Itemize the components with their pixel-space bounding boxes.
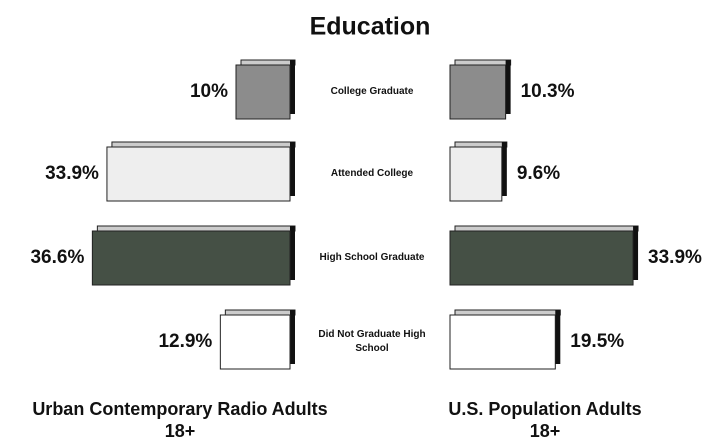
bar [106,146,291,202]
bar-side [290,226,295,280]
bar [449,64,507,120]
bar-top [224,309,296,316]
bar-side [290,60,295,114]
series-label: U.S. Population Adults 18+ [448,399,642,441]
bar-side [555,310,561,364]
category-label: Attended College [330,168,414,179]
bar-side [633,226,639,280]
value-label: 10% [190,81,228,102]
value-label: 9.6% [517,163,560,184]
bar-top [454,141,508,148]
category-label: High School Graduate [319,252,425,263]
value-label: 19.5% [570,331,624,352]
bar [235,64,291,120]
category-label: College Graduate [330,86,414,97]
category-label: Did Not Graduate High School [318,329,426,354]
value-label: 33.9% [648,247,702,268]
bar-top [454,309,561,316]
bar-top [240,59,296,66]
bar-top [111,141,296,148]
bar [219,314,291,370]
value-label: 10.3% [521,81,575,102]
bar-top [454,225,639,232]
bar [449,230,634,286]
bar-side [290,310,295,364]
bar-side [501,142,507,196]
bar [91,230,291,286]
series-label: Urban Contemporary Radio Adults 18+ [32,399,328,441]
value-label: 36.6% [30,247,84,268]
bar-side [505,60,511,114]
bar [449,314,556,370]
bar-side [290,142,295,196]
bar [449,146,503,202]
bar-top [454,59,512,66]
value-label: 12.9% [158,331,212,352]
value-label: 33.9% [45,163,99,184]
chart-title: Education [310,13,431,41]
bar-top [96,225,296,232]
